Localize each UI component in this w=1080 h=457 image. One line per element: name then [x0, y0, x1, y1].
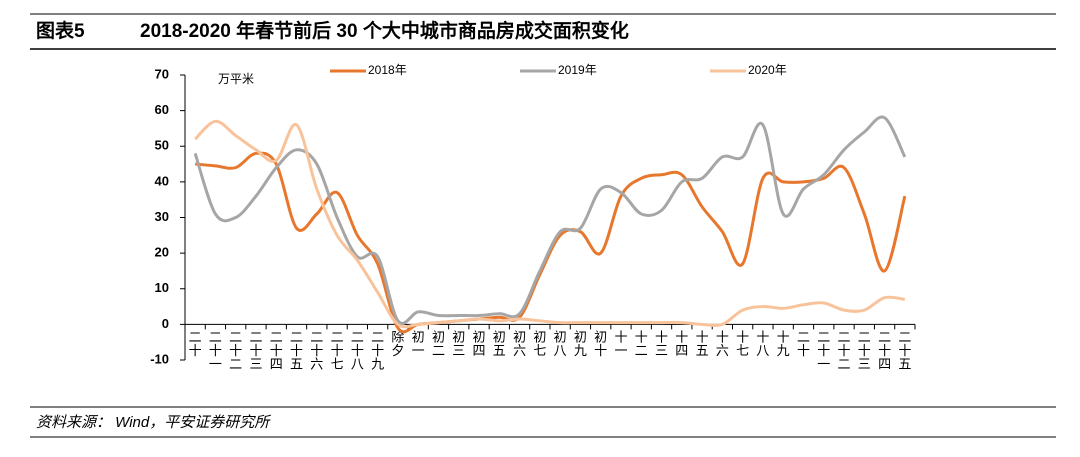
- legend-label: 2020年: [748, 63, 787, 77]
- x-tick-label: 初二: [432, 330, 445, 359]
- y-tick-label: 40: [155, 173, 169, 188]
- series-line: [193, 115, 907, 325]
- x-tick-label: 初九: [574, 330, 587, 359]
- x-tick-label: 二十: [189, 330, 202, 359]
- x-tick-label: 二十四: [878, 330, 891, 372]
- x-tick-label: 二十二: [838, 330, 851, 372]
- x-tick-label: 初十: [594, 330, 607, 359]
- legend-label: 2018年: [368, 63, 407, 77]
- y-tick-label: 30: [155, 209, 169, 224]
- x-tick-label: 二十六: [310, 330, 323, 372]
- y-tick-label: 0: [162, 316, 169, 331]
- x-tick-label: 初一: [412, 330, 425, 359]
- x-tick-label: 十七: [736, 330, 749, 359]
- x-tick-label: 初四: [473, 330, 486, 359]
- x-tick-label: 二十九: [371, 330, 384, 372]
- y-unit: 万平米: [218, 72, 254, 86]
- x-tick-label: 二十八: [351, 330, 364, 372]
- x-tick-label: 十九: [777, 330, 790, 359]
- x-tick-label: 初五: [493, 330, 506, 359]
- y-tick-label: 50: [155, 138, 169, 153]
- source: 资料来源： Wind，平安证券研究所: [36, 414, 271, 431]
- x-tick-label: 十八: [756, 330, 769, 359]
- y-tick-label: 60: [155, 102, 169, 117]
- x-tick-label: 初三: [452, 330, 465, 359]
- legend-label: 2019年: [558, 63, 597, 77]
- x-tick-label: 初六: [513, 330, 526, 359]
- y-tick-label: 10: [155, 280, 169, 295]
- y-tick-label: -10: [150, 351, 169, 366]
- y-tick-label: 70: [155, 66, 169, 81]
- x-tick-label: 二十二: [229, 330, 242, 372]
- x-tick-label: 二十四: [270, 330, 283, 372]
- x-tick-label: 初七: [533, 330, 546, 359]
- x-tick-label: 十五: [696, 330, 709, 359]
- x-tick-label: 二十五: [898, 330, 911, 372]
- x-tick-label: 二十一: [209, 330, 222, 372]
- x-tick-label: 初八: [554, 330, 567, 359]
- x-tick-label: 十一: [614, 330, 627, 359]
- x-tick-label: 除夕: [391, 330, 404, 359]
- x-tick-label: 十三: [655, 330, 668, 359]
- series-line: [194, 119, 906, 329]
- y-tick-label: 20: [155, 245, 169, 260]
- x-tick-label: 二十一: [817, 330, 830, 372]
- x-tick-label: 二十七: [331, 330, 344, 372]
- x-tick-label: 二十三: [858, 330, 871, 372]
- x-tick-label: 二十: [797, 330, 810, 359]
- figure-label: 图表5: [36, 19, 85, 42]
- x-tick-label: 二十三: [249, 330, 262, 372]
- chart-title: 2018-2020 年春节前后 30 个大中城市商品房成交面积变化: [140, 19, 629, 42]
- x-tick-label: 十六: [716, 330, 729, 359]
- x-tick-label: 二十五: [290, 330, 303, 372]
- x-tick-label: 十二: [635, 330, 648, 359]
- x-tick-label: 十四: [675, 330, 688, 359]
